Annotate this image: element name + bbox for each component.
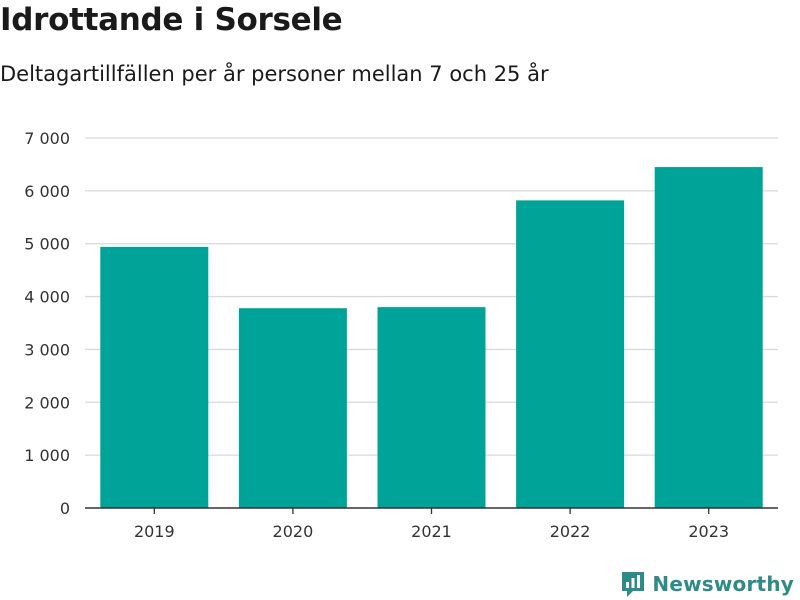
- y-tick-label: 4 000: [24, 288, 70, 307]
- x-axis: 2019 2020 2021 2022 2023: [85, 507, 778, 541]
- chart-subtitle: Deltagartillfällen per år personer mella…: [0, 62, 549, 86]
- bar-2019: [100, 246, 209, 508]
- x-tick-label: 2020: [273, 522, 314, 541]
- brand-name: Newsworthy: [652, 572, 794, 596]
- y-axis-tick-labels: 0 1 000 2 000 3 000 4 000 5 000 6 000 7 000: [24, 129, 70, 518]
- bar-2023: [654, 167, 763, 509]
- y-tick-label: 0: [60, 499, 70, 518]
- y-tick-label: 2 000: [24, 393, 70, 412]
- chart-title: Idrottande i Sorsele: [0, 2, 343, 38]
- y-tick-label: 6 000: [24, 182, 70, 201]
- bar-2022: [516, 200, 625, 508]
- bar-2021: [377, 307, 486, 508]
- y-tick-label: 1 000: [24, 446, 70, 465]
- y-tick-label: 3 000: [24, 340, 70, 359]
- y-tick-label: 7 000: [24, 129, 70, 148]
- x-tick-label: 2019: [134, 522, 175, 541]
- y-tick-label: 5 000: [24, 235, 70, 254]
- bar-2020: [238, 308, 347, 508]
- newsworthy-icon: [622, 572, 645, 597]
- bars: [100, 167, 763, 509]
- x-tick-label: 2022: [550, 522, 591, 541]
- newsworthy-logo: Newsworthy: [620, 568, 794, 600]
- x-tick-label: 2023: [688, 522, 729, 541]
- x-tick-label: 2021: [411, 522, 452, 541]
